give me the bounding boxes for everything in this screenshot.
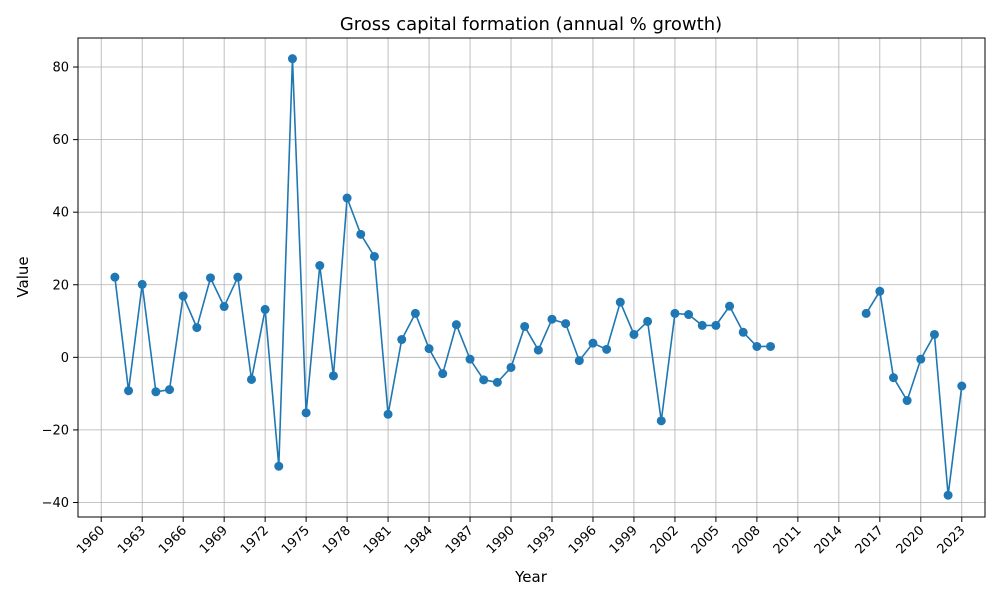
data-point bbox=[110, 272, 120, 282]
y-axis-ticks: −40 −20 0 20 40 60 80 bbox=[42, 61, 78, 511]
data-point bbox=[274, 461, 284, 471]
data-point bbox=[178, 291, 188, 301]
y-axis-label: Value bbox=[14, 256, 32, 297]
x-tick-label: 1981 bbox=[361, 523, 395, 557]
data-point bbox=[410, 308, 420, 318]
data-point bbox=[697, 320, 707, 330]
data-point bbox=[929, 329, 939, 339]
y-tick-label: −40 bbox=[42, 496, 69, 511]
x-tick-label: 2017 bbox=[853, 523, 887, 557]
chart-title: Gross capital formation (annual % growth… bbox=[340, 14, 722, 35]
data-point bbox=[533, 345, 543, 355]
data-point bbox=[888, 373, 898, 383]
data-point bbox=[725, 301, 735, 311]
data-point bbox=[369, 251, 379, 261]
x-tick-label: 1987 bbox=[443, 523, 477, 557]
data-point bbox=[438, 369, 448, 379]
x-tick-label: 1996 bbox=[566, 523, 600, 557]
x-tick-label: 1972 bbox=[238, 523, 272, 557]
x-tick-label: 2002 bbox=[648, 523, 682, 557]
y-tick-label: 80 bbox=[52, 61, 69, 76]
x-tick-label: 2023 bbox=[935, 523, 969, 557]
data-point bbox=[137, 279, 147, 289]
data-point bbox=[711, 320, 721, 330]
series-layer bbox=[110, 54, 967, 500]
data-point bbox=[916, 354, 926, 364]
plot-frame bbox=[77, 37, 986, 518]
x-axis-ticks: 1960 1963 1966 1969 1972 1975 1978 1981 1984 1987… bbox=[74, 517, 969, 557]
x-tick-label: 1990 bbox=[484, 523, 518, 557]
series-line bbox=[114, 58, 771, 467]
data-point bbox=[656, 416, 666, 426]
y-tick-label: −20 bbox=[42, 423, 69, 438]
y-tick-label: 0 bbox=[61, 351, 69, 366]
data-point bbox=[315, 261, 325, 271]
x-tick-label: 2011 bbox=[771, 523, 805, 557]
data-point bbox=[602, 344, 612, 354]
x-tick-label: 2008 bbox=[730, 523, 764, 557]
data-point bbox=[902, 396, 912, 406]
x-tick-label: 1966 bbox=[156, 523, 190, 557]
data-point bbox=[465, 354, 475, 364]
x-tick-label: 1963 bbox=[115, 523, 149, 557]
data-point bbox=[165, 385, 175, 395]
data-point bbox=[875, 286, 885, 296]
data-point bbox=[506, 362, 516, 372]
x-tick-label: 1975 bbox=[279, 523, 313, 557]
x-tick-label: 1993 bbox=[525, 523, 559, 557]
data-point bbox=[479, 375, 489, 385]
data-point bbox=[492, 377, 502, 387]
data-point bbox=[629, 329, 639, 339]
data-point bbox=[752, 341, 762, 351]
data-point bbox=[861, 308, 871, 318]
data-point bbox=[520, 321, 530, 331]
data-point bbox=[588, 338, 598, 348]
data-point bbox=[766, 341, 776, 351]
data-point bbox=[219, 302, 229, 312]
data-point bbox=[943, 490, 953, 500]
data-point bbox=[287, 54, 297, 64]
data-point bbox=[260, 304, 270, 314]
data-point bbox=[957, 381, 967, 391]
data-point bbox=[328, 371, 338, 381]
data-point bbox=[615, 297, 625, 307]
data-point bbox=[397, 335, 407, 345]
x-tick-label: 1978 bbox=[320, 523, 354, 557]
data-point bbox=[342, 193, 352, 203]
data-point bbox=[233, 272, 243, 282]
data-point bbox=[424, 344, 434, 354]
data-point bbox=[738, 327, 748, 337]
data-point bbox=[205, 273, 215, 283]
data-point bbox=[192, 323, 202, 333]
data-point bbox=[124, 386, 134, 396]
x-tick-label: 2014 bbox=[812, 523, 846, 557]
data-point bbox=[451, 320, 461, 330]
y-tick-label: 60 bbox=[52, 133, 69, 148]
x-tick-label: 2005 bbox=[689, 523, 723, 557]
data-point bbox=[574, 356, 584, 366]
data-point bbox=[670, 308, 680, 318]
data-point bbox=[643, 316, 653, 326]
data-point bbox=[383, 409, 393, 419]
data-point bbox=[246, 374, 256, 384]
series-line bbox=[865, 289, 963, 496]
data-point bbox=[561, 319, 571, 329]
x-tick-label: 1969 bbox=[197, 523, 231, 557]
x-tick-label: 1999 bbox=[607, 523, 641, 557]
grid bbox=[78, 38, 985, 517]
x-axis-label: Year bbox=[514, 568, 548, 586]
data-point bbox=[301, 408, 311, 418]
data-point bbox=[151, 387, 161, 397]
data-point bbox=[684, 310, 694, 320]
x-tick-label: 1960 bbox=[74, 523, 108, 557]
y-tick-label: 40 bbox=[52, 206, 69, 221]
x-tick-label: 2020 bbox=[894, 523, 928, 557]
axes bbox=[77, 37, 986, 518]
data-point bbox=[547, 314, 557, 324]
y-tick-label: 20 bbox=[52, 278, 69, 293]
data-point bbox=[356, 229, 366, 239]
x-tick-label: 1984 bbox=[402, 523, 436, 557]
